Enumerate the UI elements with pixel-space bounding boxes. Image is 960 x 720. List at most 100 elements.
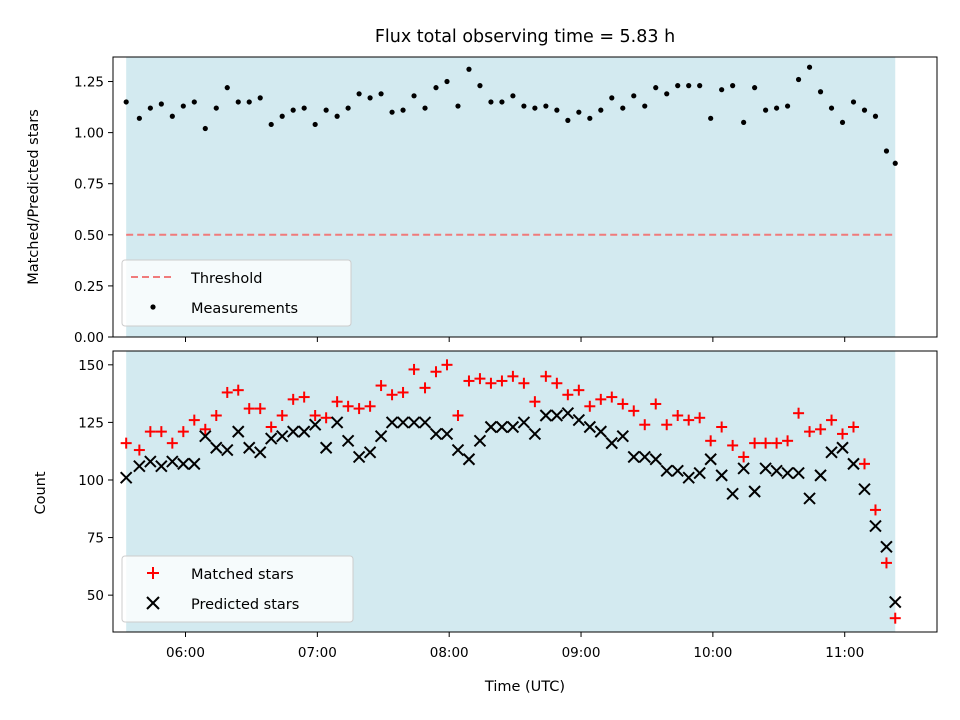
predicted-legend-swatch — [146, 596, 160, 610]
measurement-point — [598, 107, 604, 113]
measurement-point — [213, 105, 219, 111]
matched-point — [287, 393, 299, 405]
matched-point — [364, 400, 376, 412]
measurement-point — [433, 85, 439, 91]
predicted-point — [638, 450, 651, 464]
matched-point — [848, 421, 860, 433]
predicted-point — [166, 455, 179, 468]
matched-point — [463, 375, 475, 387]
bottom-y-tick-label: 125 — [78, 415, 104, 431]
predicted-point — [374, 430, 388, 443]
predicted-point — [254, 446, 267, 459]
predicted-point — [232, 425, 245, 438]
predicted-point — [517, 416, 531, 429]
measurement-point — [609, 95, 615, 101]
measurement-point — [763, 107, 769, 113]
predicted-point — [660, 464, 673, 477]
matched-point — [858, 458, 870, 470]
x-tick-label: 11:00 — [825, 645, 864, 661]
matched-point — [705, 435, 717, 447]
matched-point — [210, 409, 222, 421]
predicted-point — [341, 434, 355, 448]
matched-point — [826, 414, 838, 426]
measurements-legend-swatch — [150, 304, 156, 310]
predicted-point — [814, 469, 827, 482]
matched-point — [661, 419, 673, 431]
matched-point — [177, 426, 189, 438]
measurement-point — [389, 109, 395, 115]
measurement-point — [565, 117, 571, 123]
ratio-panel: 0.00 0.25 0.50 0.75 1.00 1.25 Matched/Predict… — [26, 56, 938, 346]
measurement-point — [224, 85, 230, 91]
top-y-tick-label: 1.00 — [74, 126, 104, 142]
matched-point — [628, 405, 640, 417]
predicted-point — [385, 416, 399, 429]
measurement-point — [334, 113, 340, 119]
predicted-point — [188, 457, 201, 471]
x-tick-label: 08:00 — [430, 645, 469, 661]
measurement-point — [892, 160, 898, 166]
bottom-legend-box — [121, 555, 354, 623]
measurement-point — [587, 115, 593, 121]
matched-point — [507, 370, 519, 382]
predicted-point — [495, 420, 509, 434]
matched-point — [452, 409, 464, 421]
measurement-point — [730, 83, 736, 89]
measurement-point — [675, 83, 681, 89]
matched-point — [342, 400, 354, 412]
matched-point — [232, 384, 244, 396]
measurement-point — [499, 99, 505, 105]
bottom-y-tick-label: 100 — [78, 473, 104, 489]
predicted-point — [330, 416, 344, 429]
measurement-point — [795, 76, 802, 83]
matched-point — [474, 373, 486, 385]
x-axis-label: Time (UTC) — [484, 679, 565, 695]
measurement-point — [817, 89, 824, 95]
matched-point — [672, 409, 684, 421]
matched-point — [595, 393, 607, 405]
matched-point — [573, 384, 585, 396]
matched-point — [540, 370, 552, 382]
matched-point — [694, 412, 706, 424]
measurement-point — [147, 105, 153, 111]
predicted-point — [119, 471, 133, 484]
matched-point — [760, 437, 772, 449]
predicted-point — [440, 427, 454, 441]
measurement-point — [664, 91, 670, 97]
matched-point — [727, 439, 739, 451]
matched-point — [221, 386, 233, 398]
measurement-point — [202, 125, 208, 132]
matched-point — [309, 409, 321, 421]
matched-point — [166, 437, 178, 449]
top-y-tick-label: 0.25 — [74, 279, 104, 295]
bottom-y-tick-label: 50 — [87, 588, 104, 604]
measurement-point — [400, 107, 406, 113]
top-y-axis-label: Matched/Predicted stars — [26, 109, 42, 285]
matched-point — [199, 423, 211, 435]
measurement-point — [642, 103, 648, 109]
measurement-point — [257, 95, 263, 101]
measurement-point — [631, 93, 637, 99]
predicted-point — [803, 492, 816, 505]
bottom-y-tick-label: 75 — [87, 531, 104, 547]
predicted-point — [319, 441, 333, 454]
matched-point — [419, 382, 431, 394]
top-series-measurements — [123, 64, 898, 166]
predicted-point — [144, 455, 157, 468]
matched-point — [144, 426, 156, 438]
matched-point — [397, 386, 409, 398]
predicted-point — [363, 446, 377, 459]
bottom-series-matched — [120, 359, 901, 624]
predicted-legend-label: Predicted stars — [191, 597, 299, 613]
measurement-point — [312, 121, 318, 128]
measurement-point — [883, 148, 890, 154]
x-tick-label: 06:00 — [166, 645, 205, 661]
measurement-point — [576, 109, 582, 115]
matched-point — [155, 426, 167, 438]
matched-legend-label: Matched stars — [191, 567, 294, 583]
predicted-point — [847, 457, 860, 471]
measurement-point — [411, 93, 417, 99]
matched-point — [650, 398, 662, 410]
measurement-point — [488, 99, 494, 105]
